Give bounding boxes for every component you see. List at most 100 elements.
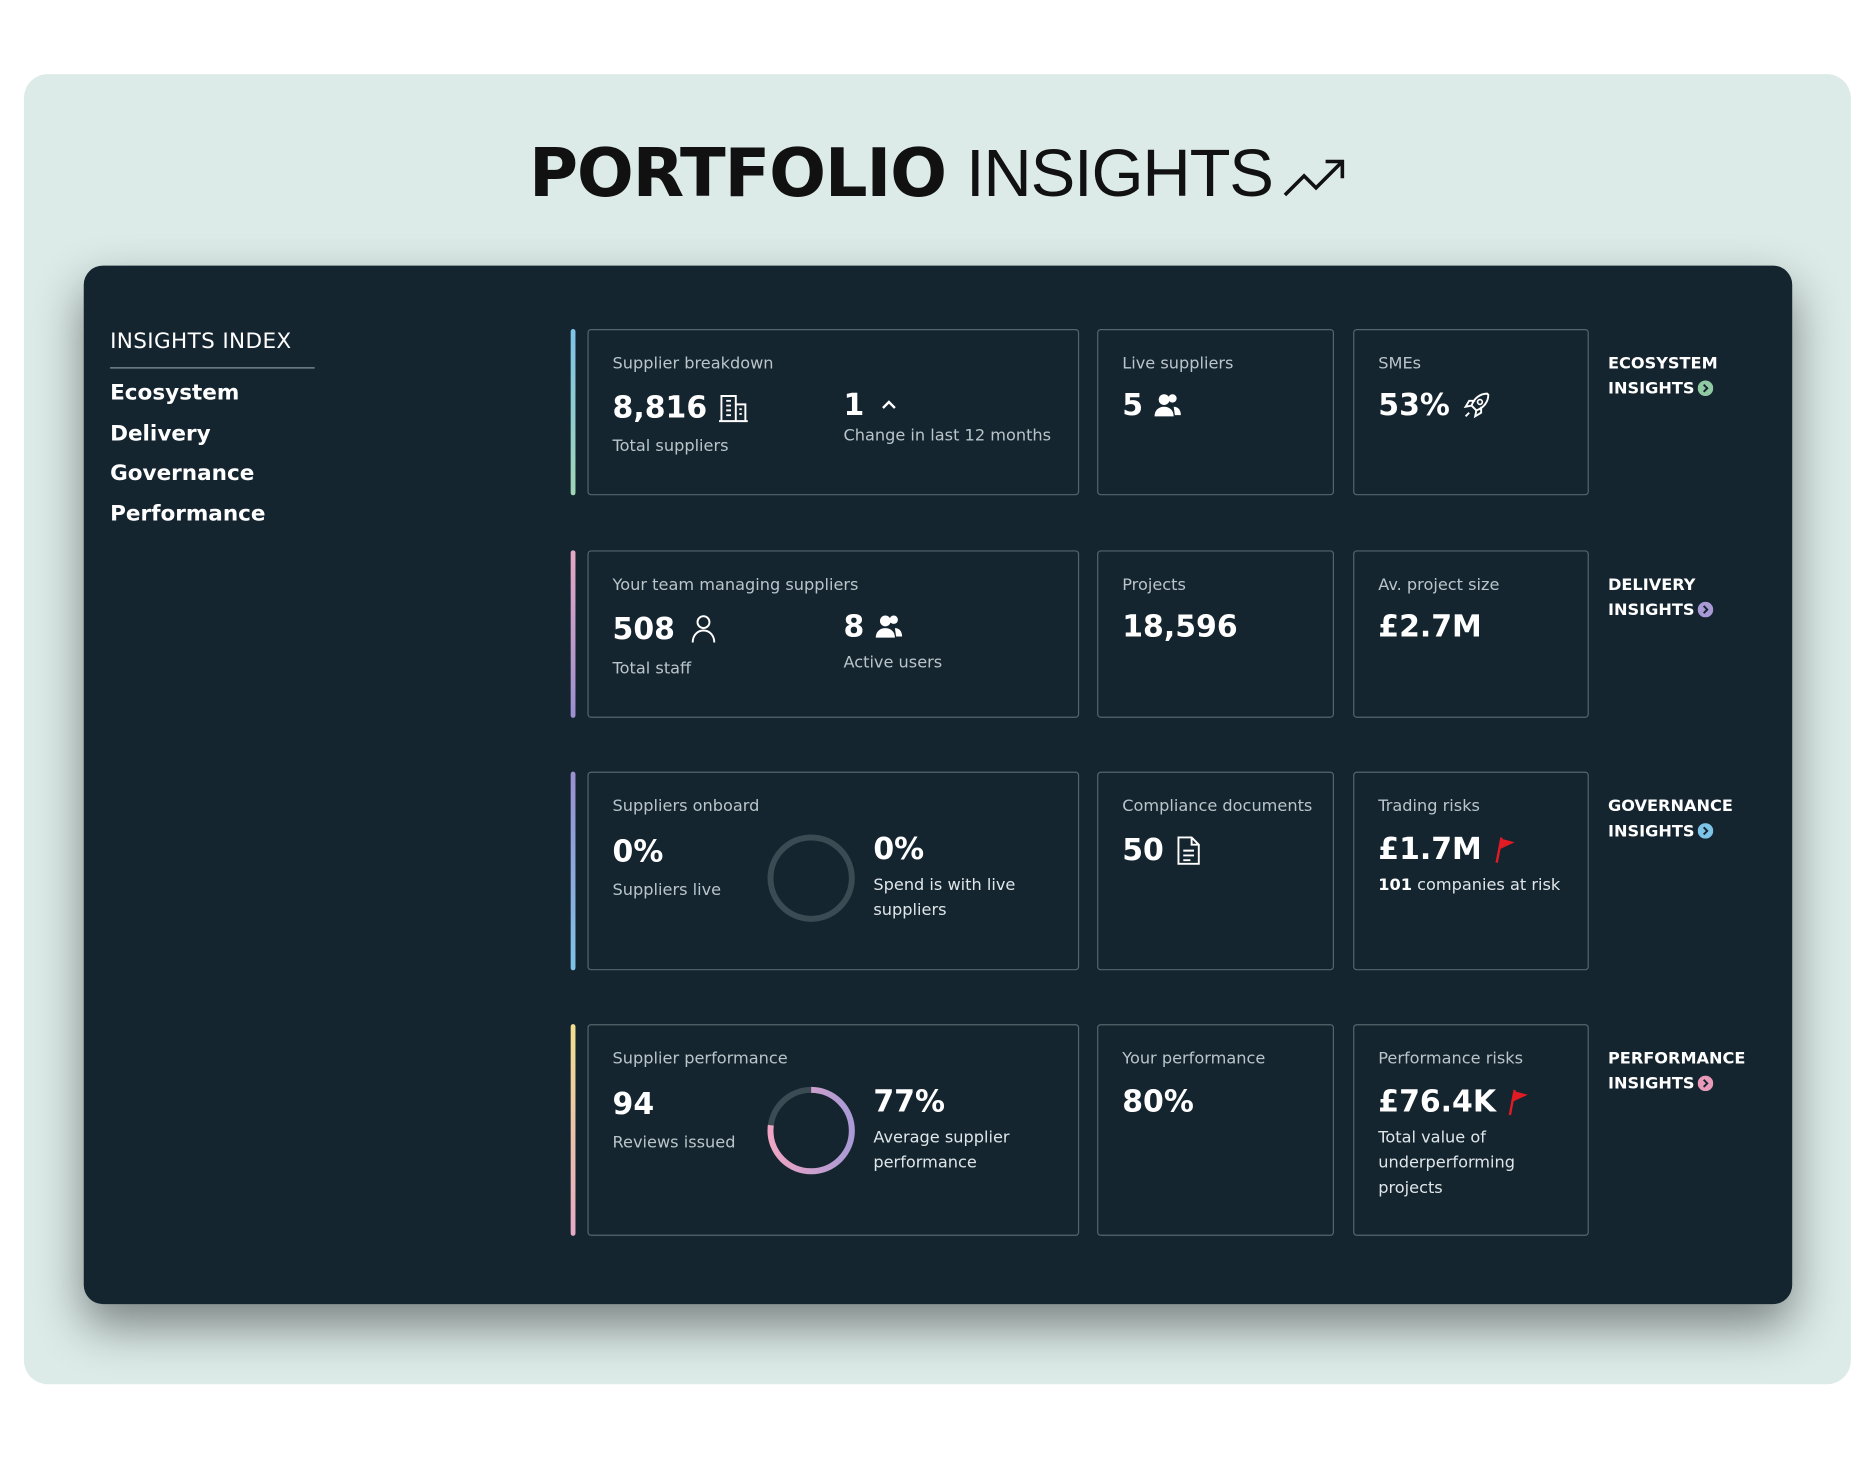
card-label: SMEs [1378,354,1422,374]
metric-value: £1.7M [1378,831,1482,867]
card: Supplier breakdown 8,816 Total suppliers… [587,329,1080,496]
link-text: DELIVERY INSIGHTS [1607,575,1696,620]
card: SMEs 53% [1353,329,1589,496]
title-bold: PORTFOLIO [528,135,947,213]
metric-value: 18,596 [1122,608,1238,644]
index-divider [110,367,315,369]
index-link[interactable]: Governance [110,460,255,486]
up-icon [882,399,897,409]
index-link[interactable]: Ecosystem [110,380,240,406]
donut-track [767,834,855,922]
donut-arc [767,1086,855,1175]
link-text: ECOSYSTEM INSIGHTS [1607,354,1718,399]
card-label: Your team managing suppliers [612,575,859,595]
link-text: PERFORMANCE INSIGHTS [1607,1049,1746,1094]
accent-bar [570,1024,576,1236]
flag-icon [1494,836,1515,863]
metric-value: 94 [612,1086,655,1122]
card: Projects 18,596 [1097,550,1334,718]
card: Supplier performance 94 Reviews issued 7… [587,1024,1080,1236]
card-label: Compliance documents [1122,796,1313,816]
metric-value: 8,816 [612,390,708,425]
link-dot [1698,1075,1714,1092]
metric-caption: Active users [843,653,943,673]
card: Your performance 80% [1097,1024,1334,1236]
note-strong: 101 [1378,875,1412,895]
document-icon [1177,835,1200,865]
metric-caption: Change in last 12 months [843,425,1052,446]
card: Av. project size £2.7M [1353,550,1589,718]
flag-icon [1509,1089,1529,1115]
metric-value: £76.4K [1378,1083,1497,1119]
link-text: GOVERNANCE INSIGHTS [1607,796,1733,842]
metric-caption: Suppliers live [612,880,722,900]
metric: 53% [1378,387,1491,423]
metric-value: 0% [873,831,925,867]
metric-value: £2.7M [1378,608,1482,644]
link-dot [1698,380,1714,397]
metric-value: 50 [1122,832,1164,868]
donut [767,1086,855,1175]
donut [767,834,855,922]
card: Performance risks £76.4K Total value of … [1353,1024,1589,1236]
card-label: Supplier breakdown [612,354,774,374]
card: Compliance documents 50 [1097,771,1334,971]
card-label: Your performance [1122,1049,1266,1069]
card-label: Supplier performance [612,1049,788,1069]
section-link[interactable]: PERFORMANCE INSIGHTS [1607,1047,1746,1097]
page-title: PORTFOLIO INSIGHTS [0,134,1876,213]
card-label: Live suppliers [1122,354,1234,374]
trend-icon [1283,159,1344,197]
metric: 50 [1122,832,1201,868]
metric: 1 [843,387,900,423]
metric-value: 8 [843,608,865,644]
link-dot [1698,823,1714,839]
card-label: Trading risks [1378,796,1480,816]
metric-caption: Total suppliers [612,436,729,456]
index-link[interactable]: Performance [110,501,266,527]
card-label: Suppliers onboard [612,796,760,816]
user-icon [691,614,716,642]
index-heading: INSIGHTS INDEX [110,329,292,355]
accent-bar [570,550,576,718]
section-link[interactable]: ECOSYSTEM INSIGHTS [1608,352,1742,402]
building-icon [719,394,748,422]
dashboard-panel [83,265,1793,1305]
metric-value: 80% [1122,1083,1194,1119]
metric-value: 1 [843,387,865,423]
metric-caption: Reviews issued [612,1132,736,1153]
metric-caption: Total staff [612,659,692,679]
card-label: Av. project size [1378,575,1500,595]
metric: £1.7M [1378,831,1516,866]
card-note: Total value of underperforming projects [1378,1128,1516,1198]
card-label: Performance risks [1378,1049,1524,1069]
section-link[interactable]: DELIVERY INSIGHTS [1608,573,1742,623]
metric: 8,816 [613,390,749,425]
note-text: companies at risk [1417,875,1561,895]
index-link[interactable]: Delivery [110,421,211,447]
accent-bar [570,329,576,496]
card: Your team managing suppliers 508 Total s… [587,550,1080,718]
users-icon [876,614,903,638]
card: Live suppliers 5 [1097,329,1334,496]
link-dot [1698,601,1714,618]
metric: 5 [1122,388,1182,422]
title-light: INSIGHTS [965,135,1274,211]
section-link[interactable]: GOVERNANCE INSIGHTS [1608,794,1742,844]
metric-caption: Average supplier performance [873,1128,1010,1173]
users-icon [1155,393,1182,416]
metric-value: 77% [873,1083,945,1119]
metric-value: 508 [612,611,675,647]
card: Trading risks £1.7M 101 companies at ris… [1353,771,1589,971]
metric-caption: Spend is with live suppliers [873,875,1016,921]
card: Suppliers onboard 0% Suppliers live 0% S… [587,771,1080,971]
metric-value: 53% [1378,387,1450,423]
metric-value: 0% [612,833,664,869]
rocket-icon [1463,392,1490,418]
metric: 508 [613,611,721,646]
metric: £76.4K [1378,1084,1530,1119]
card-label: Projects [1122,575,1186,595]
metric: 8 [843,609,903,644]
